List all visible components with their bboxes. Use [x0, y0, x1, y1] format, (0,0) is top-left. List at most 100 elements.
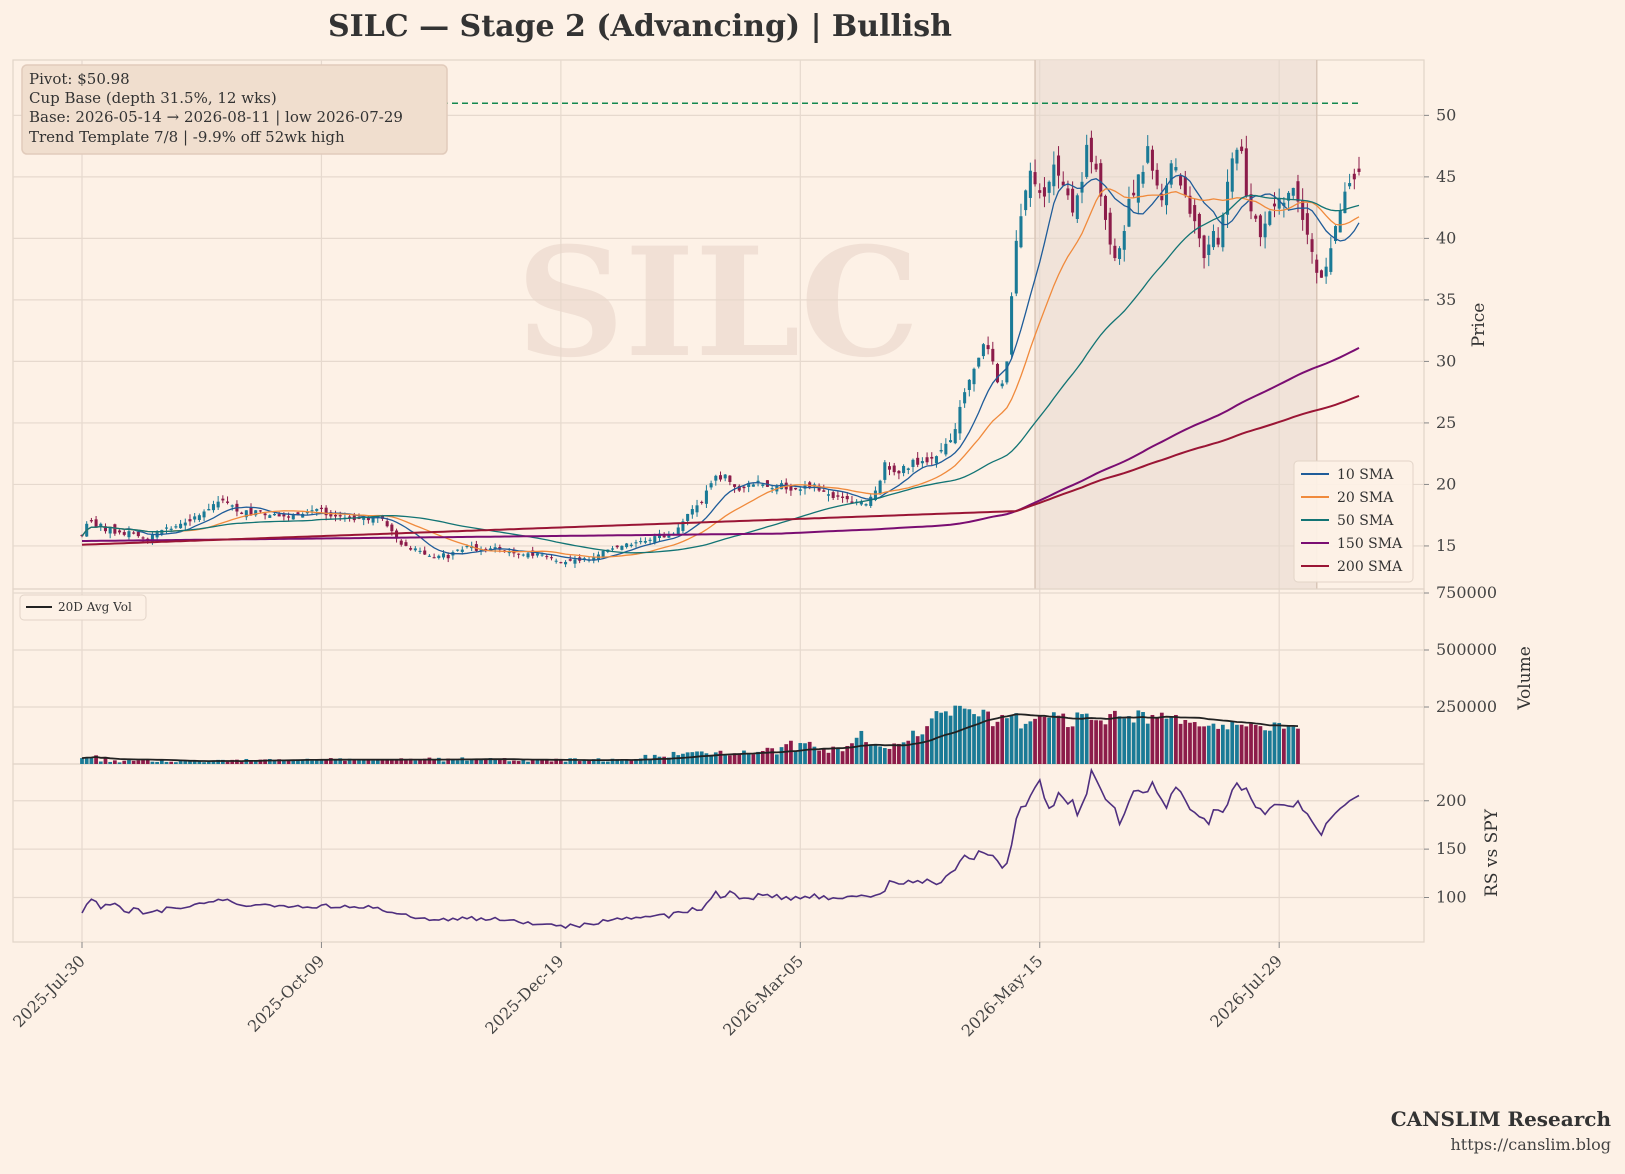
candle-body [380, 515, 384, 519]
price-tick-label: 50 [1436, 105, 1456, 124]
volume-bar [89, 757, 94, 764]
candle-body [230, 505, 234, 507]
volume-bar [601, 761, 606, 764]
volume-bar [676, 755, 681, 764]
candle-body [765, 480, 769, 487]
candle-body [493, 547, 497, 550]
volume-bar [1282, 728, 1286, 764]
volume-bar [310, 760, 314, 764]
volume-bar [211, 761, 216, 764]
candle-body [226, 501, 230, 503]
candle-body [287, 516, 291, 518]
candle-body [1033, 172, 1037, 185]
volume-bar [906, 740, 911, 764]
candle-body [1038, 190, 1042, 193]
legend-label-sma10: 10 SMA [1337, 467, 1394, 483]
volume-bar [1127, 716, 1131, 764]
volume-bar [958, 705, 962, 764]
candle-body [841, 496, 845, 498]
volume-bar [483, 758, 488, 764]
volume-bar [1164, 718, 1169, 764]
volume-bar [812, 746, 817, 764]
volume-bar [192, 760, 197, 764]
candle-body [826, 494, 831, 496]
candle-body [747, 483, 751, 487]
candle-body [258, 510, 262, 512]
volume-bar [488, 758, 493, 764]
volume-bar [1023, 723, 1028, 764]
candle-body [686, 513, 690, 521]
candle-body [1240, 146, 1244, 152]
volume-bar [1202, 726, 1206, 764]
info-box: Pivot: $50.98 Cup Base (depth 31.5%, 12 … [21, 64, 448, 155]
volume-bar [98, 761, 103, 764]
candle-body [254, 510, 258, 516]
candle-body [535, 553, 539, 556]
candle-body [1207, 244, 1211, 256]
volume-bar [1155, 718, 1159, 764]
candle-body [653, 536, 657, 543]
candle-body [540, 554, 544, 556]
candle-body [1258, 215, 1262, 238]
candle-body [1160, 193, 1164, 201]
candle-body [564, 561, 568, 565]
volume-bar [178, 760, 183, 764]
x-tick-label: 2025-Dec-19 [481, 951, 567, 1037]
candle-body [479, 549, 483, 551]
candle-body [301, 513, 305, 518]
candle-body [878, 480, 882, 495]
legend-label-sma200: 200 SMA [1337, 559, 1403, 575]
volume-bar [108, 761, 113, 764]
candle-body [920, 461, 924, 464]
candle-body [601, 550, 605, 558]
candle-body [1042, 187, 1046, 197]
volume-bar [1098, 720, 1103, 764]
volume-bar [1051, 712, 1056, 764]
volume-bar [1230, 721, 1235, 764]
volume-bar [239, 760, 244, 764]
volume-bar [460, 757, 465, 764]
volume-bar [1112, 710, 1117, 764]
volume-bar [892, 743, 897, 764]
volume-bar [521, 759, 526, 764]
volume-bar [183, 760, 188, 764]
candle-body [634, 542, 638, 544]
candle-body [103, 526, 108, 532]
volume-bar [408, 758, 413, 764]
volume-bar [831, 746, 836, 764]
candle-body [864, 504, 868, 506]
volume-bar [216, 759, 221, 764]
footer-brand: CANSLIM Research [1391, 1107, 1612, 1131]
candle-body [390, 524, 394, 532]
candle-body [704, 490, 708, 504]
volume-bar [220, 759, 225, 764]
candle-body [1019, 216, 1023, 248]
volume-bar [1192, 722, 1197, 764]
volume-bar [939, 712, 944, 764]
candle-body [991, 348, 995, 362]
candle-body [423, 550, 427, 555]
volume-bar [648, 758, 652, 764]
price-tick-label: 35 [1436, 290, 1456, 309]
volume-bar [732, 753, 737, 764]
candle-body [662, 535, 666, 538]
volume-bar [455, 760, 460, 764]
candle-body [1075, 195, 1079, 219]
candle-body [1010, 296, 1014, 355]
volume-bar [709, 754, 713, 764]
volume-bar [793, 750, 798, 764]
candle-body [395, 530, 399, 539]
volume-bar [587, 759, 591, 764]
candle-body [1282, 202, 1286, 206]
candle-body [399, 540, 403, 545]
candle-body [1071, 188, 1075, 213]
volume-bar [1080, 714, 1084, 764]
price-tick-label: 30 [1436, 351, 1456, 370]
volume-bar [1235, 724, 1239, 764]
candle-body [202, 511, 206, 518]
volume-bar [774, 754, 779, 764]
volume-bar [1159, 712, 1164, 764]
candle-body [615, 545, 619, 548]
volume-bar [1075, 712, 1080, 764]
candle-body [437, 555, 441, 559]
